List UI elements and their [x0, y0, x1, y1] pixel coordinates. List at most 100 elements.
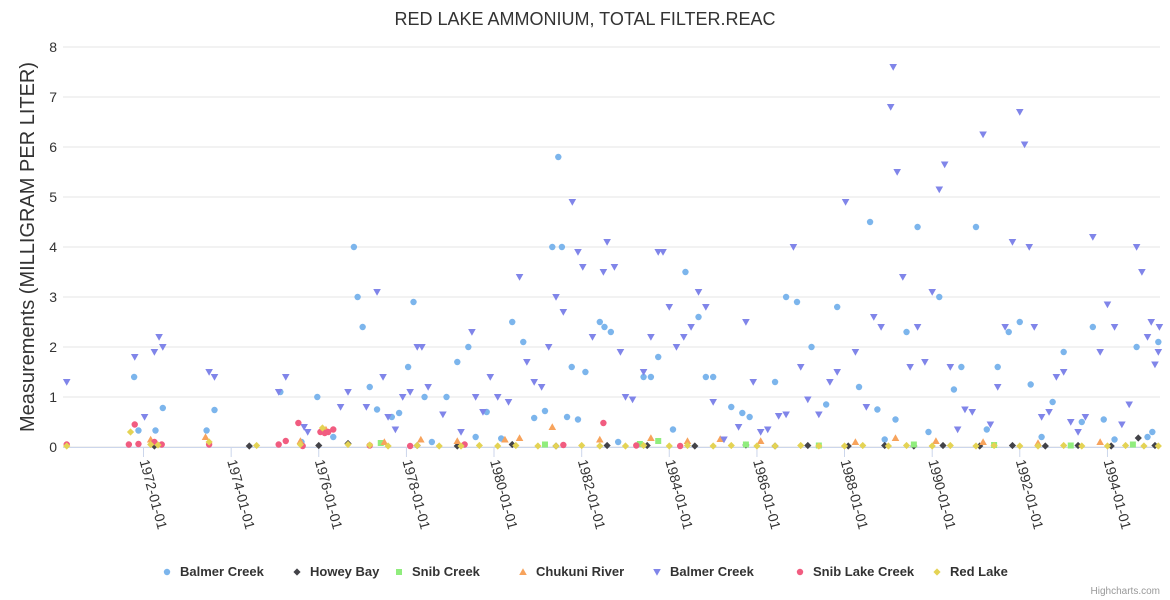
- data-point[interactable]: [855, 383, 863, 391]
- data-point[interactable]: [62, 379, 71, 386]
- data-point[interactable]: [639, 441, 648, 450]
- data-point[interactable]: [413, 441, 421, 450]
- data-point[interactable]: [621, 394, 630, 401]
- data-point[interactable]: [274, 389, 283, 396]
- data-point[interactable]: [344, 440, 352, 449]
- data-point[interactable]: [398, 394, 407, 401]
- data-point[interactable]: [913, 324, 922, 331]
- data-point[interactable]: [1154, 349, 1163, 356]
- data-point[interactable]: [1037, 414, 1046, 421]
- data-point[interactable]: [914, 223, 921, 231]
- data-point[interactable]: [330, 426, 337, 433]
- data-point[interactable]: [979, 438, 987, 445]
- data-point[interactable]: [621, 442, 630, 450]
- data-point[interactable]: [640, 373, 647, 381]
- data-point[interactable]: [282, 437, 289, 445]
- data-point[interactable]: [844, 442, 852, 450]
- data-point[interactable]: [749, 379, 758, 386]
- data-point[interactable]: [683, 437, 692, 444]
- data-point[interactable]: [679, 334, 688, 341]
- data-point[interactable]: [1041, 442, 1049, 450]
- data-point[interactable]: [424, 384, 432, 391]
- data-point[interactable]: [435, 442, 443, 450]
- legend-symbol[interactable]: [519, 568, 527, 575]
- legend-item[interactable]: Snib Creek: [396, 564, 481, 579]
- data-point[interactable]: [454, 358, 461, 366]
- data-point[interactable]: [833, 369, 841, 376]
- data-point[interactable]: [877, 324, 885, 331]
- data-point[interactable]: [205, 369, 213, 376]
- data-point[interactable]: [1155, 338, 1162, 346]
- data-point[interactable]: [155, 334, 163, 341]
- data-point[interactable]: [1049, 398, 1056, 406]
- data-point[interactable]: [925, 428, 932, 436]
- data-point[interactable]: [968, 409, 977, 416]
- data-point[interactable]: [245, 442, 253, 450]
- legend-item[interactable]: Snib Lake Creek: [796, 564, 915, 579]
- data-point[interactable]: [756, 429, 765, 436]
- legend-label[interactable]: Snib Lake Creek: [813, 564, 915, 579]
- data-point[interactable]: [126, 428, 135, 436]
- data-point[interactable]: [728, 403, 735, 411]
- data-point[interactable]: [210, 374, 219, 381]
- data-point[interactable]: [1078, 418, 1085, 426]
- data-point[interactable]: [1096, 438, 1104, 445]
- data-point[interactable]: [1134, 434, 1142, 442]
- data-point[interactable]: [1133, 343, 1140, 351]
- data-point[interactable]: [384, 442, 392, 450]
- data-point[interactable]: [596, 435, 604, 443]
- data-point[interactable]: [475, 441, 483, 450]
- data-point[interactable]: [655, 353, 662, 361]
- data-point[interactable]: [862, 404, 871, 411]
- data-point[interactable]: [1151, 361, 1159, 369]
- data-point[interactable]: [1038, 433, 1045, 441]
- data-point[interactable]: [756, 437, 765, 444]
- data-point[interactable]: [523, 359, 531, 366]
- data-point[interactable]: [154, 441, 162, 449]
- data-point[interactable]: [1129, 441, 1136, 448]
- data-point[interactable]: [515, 434, 524, 441]
- legend-label[interactable]: Red Lake: [950, 564, 1008, 579]
- data-point[interactable]: [899, 274, 907, 281]
- data-point[interactable]: [1140, 442, 1148, 450]
- data-point[interactable]: [910, 441, 917, 448]
- series-4[interactable]: [62, 64, 1164, 444]
- data-point[interactable]: [541, 441, 548, 448]
- legend-item[interactable]: Balmer Creek: [653, 564, 755, 579]
- series-0[interactable]: [130, 153, 1162, 446]
- data-point[interactable]: [130, 373, 138, 381]
- data-point[interactable]: [972, 442, 980, 450]
- data-point[interactable]: [574, 249, 582, 256]
- data-point[interactable]: [601, 323, 608, 331]
- data-point[interactable]: [560, 441, 567, 449]
- data-point[interactable]: [1016, 442, 1024, 450]
- data-point[interactable]: [384, 414, 392, 421]
- legend-symbol[interactable]: [796, 568, 804, 576]
- data-point[interactable]: [994, 363, 1001, 371]
- data-point[interactable]: [763, 426, 772, 434]
- data-point[interactable]: [406, 442, 414, 450]
- data-point[interactable]: [599, 269, 608, 276]
- data-point[interactable]: [373, 289, 381, 296]
- data-point[interactable]: [509, 318, 516, 326]
- data-point[interactable]: [702, 373, 710, 381]
- data-point[interactable]: [406, 389, 414, 396]
- data-point[interactable]: [946, 364, 955, 371]
- data-point[interactable]: [159, 404, 167, 412]
- legend-item[interactable]: Balmer Creek: [163, 564, 265, 579]
- data-point[interactable]: [928, 442, 936, 450]
- data-point[interactable]: [1027, 381, 1034, 388]
- data-point[interactable]: [1121, 441, 1130, 450]
- data-point[interactable]: [793, 298, 801, 306]
- data-point[interactable]: [558, 243, 566, 251]
- data-point[interactable]: [742, 319, 750, 326]
- data-point[interactable]: [486, 374, 495, 381]
- data-point[interactable]: [205, 438, 213, 446]
- data-point[interactable]: [983, 426, 990, 433]
- data-point[interactable]: [1059, 369, 1068, 376]
- data-point[interactable]: [932, 437, 940, 444]
- data-point[interactable]: [354, 293, 361, 301]
- legend-item[interactable]: Red Lake: [933, 564, 1008, 579]
- data-point[interactable]: [804, 441, 812, 450]
- data-point[interactable]: [953, 426, 962, 434]
